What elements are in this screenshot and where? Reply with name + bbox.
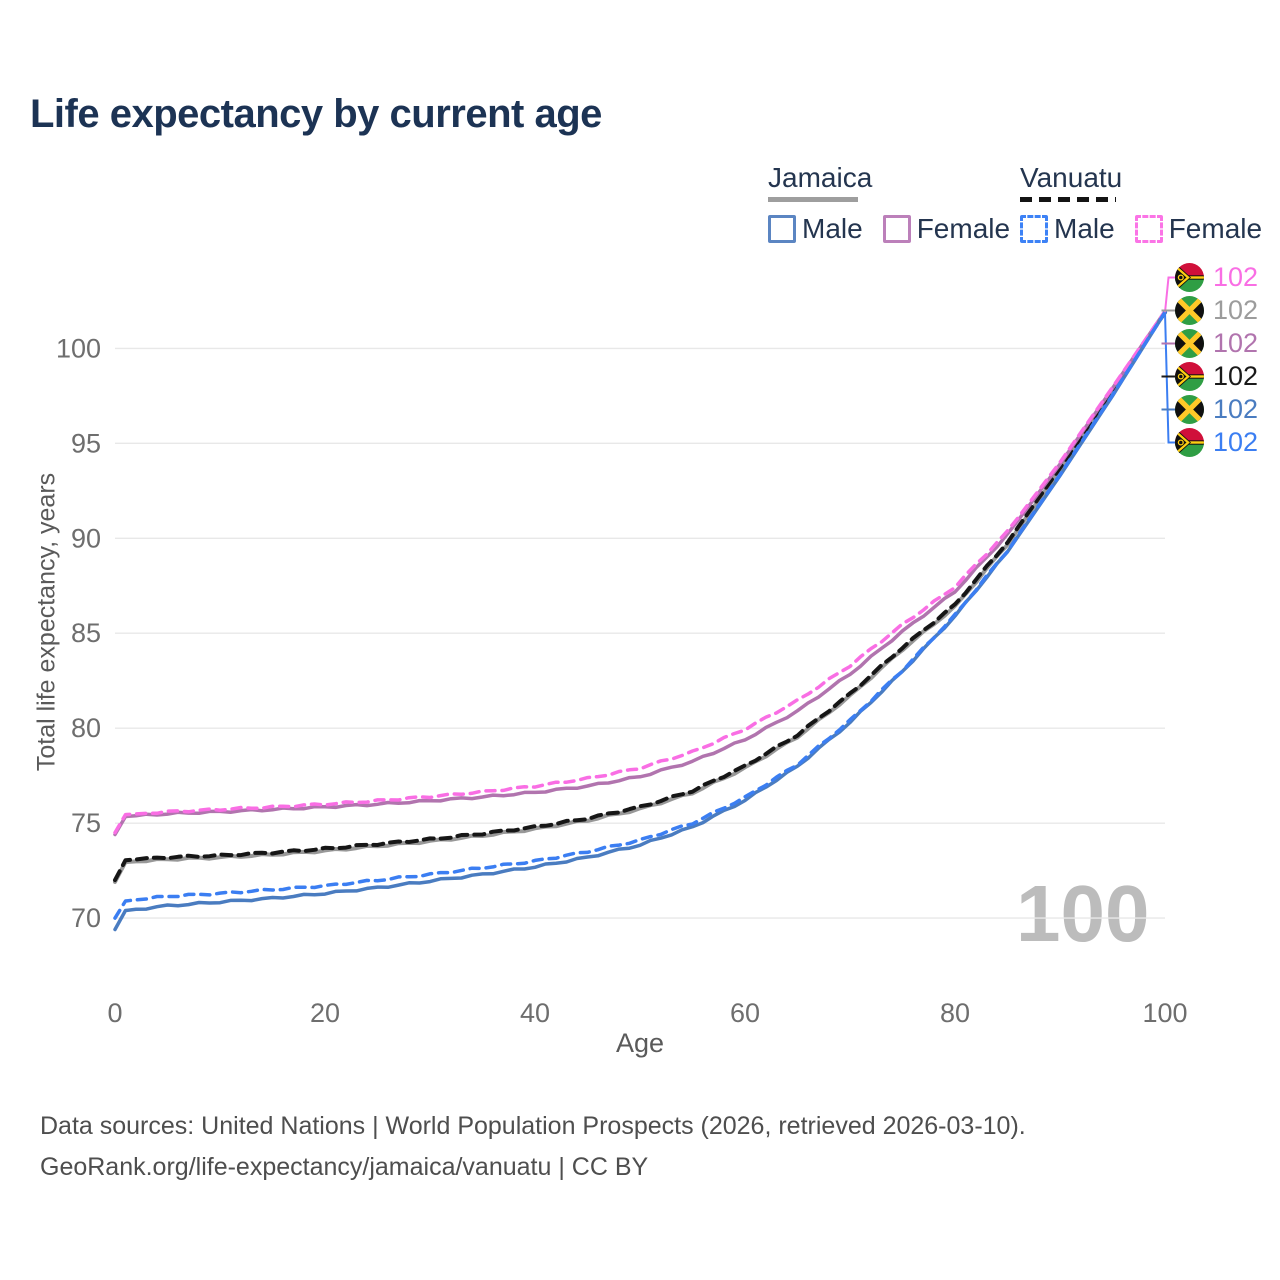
x-tick-label: 20 <box>310 998 340 1028</box>
series-line-vanuatu-female[interactable] <box>113 309 1167 835</box>
legend-item-jamaica-female[interactable]: Female <box>882 213 1011 245</box>
x-tick-label: 100 <box>1142 998 1187 1028</box>
series-line-vanuatu[interactable] <box>113 310 1167 883</box>
chart-title: Life expectancy by current age <box>30 92 602 136</box>
leader-line-top <box>1164 276 1175 313</box>
y-tick-label: 95 <box>71 428 101 458</box>
footer-line-2: GeoRank.org/life-expectancy/jamaica/vanu… <box>40 1153 649 1181</box>
legend-item-vanuatu-female[interactable]: Female <box>1134 213 1263 245</box>
legend-label-jamaica-male: Male <box>802 213 863 244</box>
y-axis-title: Total life expectancy, years <box>32 472 61 772</box>
y-tick-label: 90 <box>71 523 101 553</box>
legend-item-vanuatu-male[interactable]: Male <box>1020 213 1115 245</box>
legend-jamaica-line-swatch <box>768 197 858 202</box>
footer: Data sources: United Nations | World Pop… <box>40 1106 1026 1188</box>
series-line-jamaica[interactable] <box>113 310 1167 884</box>
legend-jamaica-title: Jamaica <box>768 162 873 193</box>
legend-checkbox-jamaica-female <box>882 215 911 243</box>
y-tick-label: 75 <box>71 808 101 838</box>
x-tick-label: 80 <box>940 998 970 1028</box>
y-tick-label: 80 <box>71 713 101 743</box>
legend-jamaica-items: Male Female <box>768 213 1030 245</box>
legend-vanuatu-line-swatch <box>1020 197 1116 202</box>
y-tick-label: 100 <box>56 333 101 363</box>
series-line-vanuatu-male[interactable] <box>113 310 1167 920</box>
age-watermark: 100 <box>1016 869 1150 958</box>
legend-label-vanuatu-female: Female <box>1168 213 1263 244</box>
x-tick-label: 0 <box>107 998 122 1028</box>
legend-checkbox-jamaica-male <box>768 215 796 243</box>
x-tick-label: 40 <box>520 998 550 1028</box>
x-axis-title: Age <box>615 1028 665 1058</box>
footer-line-1: Data sources: United Nations | World Pop… <box>40 1112 1026 1140</box>
series-line-jamaica-female[interactable] <box>113 309 1167 837</box>
legend-label-vanuatu-male: Male <box>1054 213 1115 244</box>
legend-group-vanuatu: Vanuatu Male Female <box>1020 162 1280 245</box>
legend-vanuatu-items: Male Female <box>1020 213 1280 245</box>
legend-jamaica-title-wrap[interactable]: Jamaica <box>768 162 1030 202</box>
legend-checkbox-vanuatu-male <box>1020 215 1048 243</box>
y-tick-label: 70 <box>71 903 101 933</box>
legend-vanuatu-title: Vanuatu <box>1020 162 1123 193</box>
leader-line-bottom <box>1164 312 1175 444</box>
y-tick-label: 85 <box>71 618 101 648</box>
legend-label-jamaica-female: Female <box>916 213 1011 244</box>
x-tick-label: 60 <box>730 998 760 1028</box>
series-line-jamaica-male[interactable] <box>113 310 1167 932</box>
legend-item-jamaica-male[interactable]: Male <box>768 213 863 245</box>
legend-checkbox-vanuatu-female <box>1134 215 1163 243</box>
legend-vanuatu-title-wrap[interactable]: Vanuatu <box>1020 162 1280 202</box>
legend-group-jamaica: Jamaica Male Female <box>768 162 1030 245</box>
